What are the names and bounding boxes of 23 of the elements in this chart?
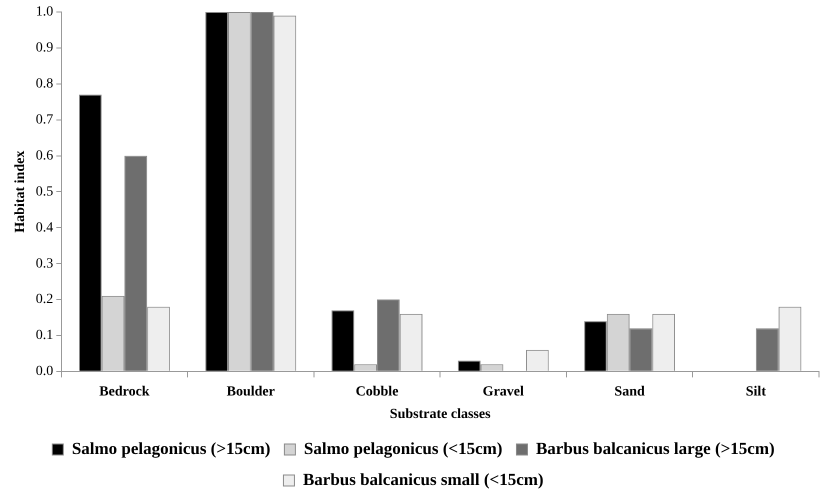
x-tick-label: Gravel [482,384,524,400]
x-tick-label: Cobble [356,384,398,400]
y-tick-label: 1.0 [36,4,54,20]
y-axis-title: Habitat index [13,150,28,233]
y-tick-label: 0.7 [36,112,54,128]
x-tick-label: Sand [614,384,645,400]
x-tick-label: Boulder [226,384,275,400]
x-tick-label: Silt [746,384,766,400]
y-tick-label: 0.1 [36,328,54,344]
y-tick-label: 0.9 [36,40,54,56]
legend-label: Barbus balcanicus small (<15cm) [302,470,544,489]
y-tick-label: 0.5 [36,184,54,200]
y-tick-label: 0.2 [36,292,54,308]
legend-label: Salmo pelagonicus (>15cm) [72,438,270,458]
x-axis-title: Substrate classes [390,407,492,422]
y-tick-label: 0.3 [36,256,54,272]
y-tick-label: 0.8 [36,76,54,92]
legend-label: Salmo pelagonicus (<15cm) [304,438,502,458]
legend-label: Barbus balcanicus large (>15cm) [536,438,775,458]
y-tick-label: 0.6 [36,148,54,164]
y-tick-label: 0.4 [36,220,54,236]
y-tick-label: 0.0 [36,364,54,380]
x-tick-label: Bedrock [99,384,150,400]
